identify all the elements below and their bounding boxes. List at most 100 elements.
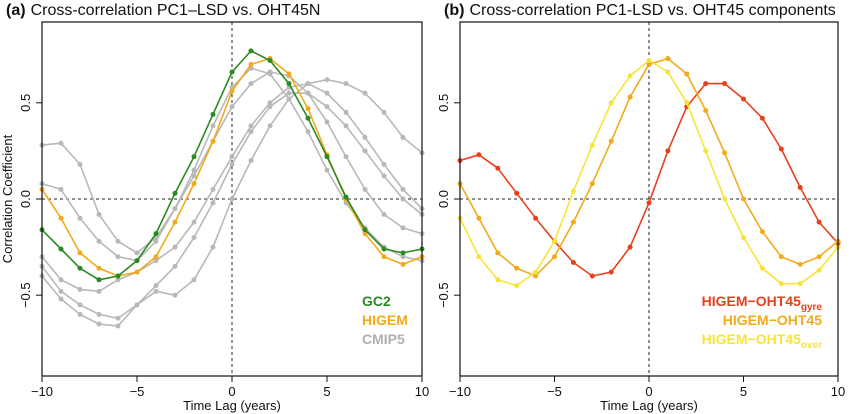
data-point <box>248 129 254 135</box>
data-point <box>191 167 197 173</box>
legend-label: CMIP5 <box>362 331 405 347</box>
data-point <box>816 219 822 225</box>
data-point <box>286 81 292 87</box>
data-point <box>172 219 178 225</box>
data-point <box>134 250 140 256</box>
data-point <box>608 269 614 275</box>
data-point <box>115 315 121 321</box>
data-point <box>533 273 539 279</box>
x-tick-label: 10 <box>831 384 845 399</box>
data-point <box>172 263 178 269</box>
data-point <box>381 109 387 115</box>
data-point <box>324 90 330 96</box>
x-axis-label: Time Lag (years) <box>600 398 698 413</box>
data-point <box>759 229 765 235</box>
data-point <box>722 196 728 202</box>
data-point <box>58 215 64 221</box>
data-point <box>381 254 387 260</box>
data-point <box>343 154 349 160</box>
data-point <box>58 140 64 146</box>
data-point <box>77 215 83 221</box>
data-point <box>343 109 349 115</box>
data-point <box>533 269 539 275</box>
data-point <box>514 265 520 271</box>
data-point <box>96 238 102 244</box>
data-point <box>77 302 83 308</box>
data-point <box>191 234 197 240</box>
data-point <box>400 261 406 267</box>
data-point <box>134 302 140 308</box>
data-point <box>153 231 159 237</box>
x-tick-label: −5 <box>547 384 562 399</box>
data-point <box>552 254 557 260</box>
data-point <box>115 277 121 283</box>
data-point <box>400 225 406 231</box>
data-point <box>305 90 311 96</box>
legend-label: HIGEM−OHT45 <box>702 331 801 347</box>
data-point <box>58 296 64 302</box>
data-point <box>381 246 387 252</box>
data-point <box>305 115 311 121</box>
data-point <box>115 238 121 244</box>
data-point <box>570 188 576 194</box>
data-point <box>77 250 83 256</box>
data-point <box>191 181 197 187</box>
legend-entry: HIGEM−OHT45over <box>702 331 822 351</box>
data-point <box>400 250 406 256</box>
data-point <box>778 281 784 287</box>
x-tick-label: 0 <box>645 384 652 399</box>
data-point <box>646 61 652 67</box>
panel-label: (b) <box>444 2 464 19</box>
data-point <box>759 265 765 271</box>
data-point <box>229 104 235 110</box>
x-tick-label: −10 <box>31 384 53 399</box>
data-point <box>381 211 387 217</box>
y-tick-label: 0.5 <box>18 94 33 112</box>
legend-entry: HIGEM−OHT45gyre <box>702 293 823 313</box>
series-2 <box>457 57 841 289</box>
data-point <box>570 259 576 265</box>
data-point <box>476 152 482 158</box>
y-tick-label: 0.0 <box>18 190 33 208</box>
data-point <box>324 154 330 160</box>
y-tick-label: −0.5 <box>436 282 451 308</box>
data-point <box>286 96 292 102</box>
data-point <box>362 227 368 233</box>
data-point <box>343 194 349 200</box>
data-point <box>153 288 159 294</box>
legend-entry: HIGEM−OHT45 <box>723 312 822 328</box>
data-point <box>608 100 614 106</box>
data-point <box>267 100 273 106</box>
data-point <box>248 158 254 164</box>
data-point <box>267 57 273 63</box>
data-point <box>589 181 595 187</box>
data-point <box>684 71 690 77</box>
data-point <box>703 81 709 87</box>
legend-entry: CMIP5 <box>362 331 405 347</box>
data-point <box>58 186 64 192</box>
data-point <box>381 161 387 167</box>
data-point <box>703 108 709 113</box>
data-point <box>96 321 102 327</box>
data-point <box>797 184 803 190</box>
data-point <box>324 167 330 173</box>
data-point <box>495 277 501 283</box>
data-point <box>665 148 671 154</box>
data-point <box>96 311 102 317</box>
y-tick-label: −0.5 <box>18 282 33 308</box>
panel-title-text: Cross-correlation PC1-LSD vs. OHT45 comp… <box>469 2 835 19</box>
data-point <box>191 219 197 225</box>
data-point <box>362 134 368 140</box>
panel-title-text: Cross-correlation PC1–LSD vs. OHT45N <box>31 2 321 19</box>
data-point <box>77 311 83 317</box>
data-point <box>741 96 746 102</box>
data-point <box>229 196 235 202</box>
data-point <box>476 254 482 260</box>
data-point <box>267 71 273 77</box>
data-point <box>400 134 406 140</box>
data-point <box>115 323 121 329</box>
data-point <box>400 254 406 260</box>
data-point <box>115 254 121 260</box>
data-point <box>58 277 64 283</box>
